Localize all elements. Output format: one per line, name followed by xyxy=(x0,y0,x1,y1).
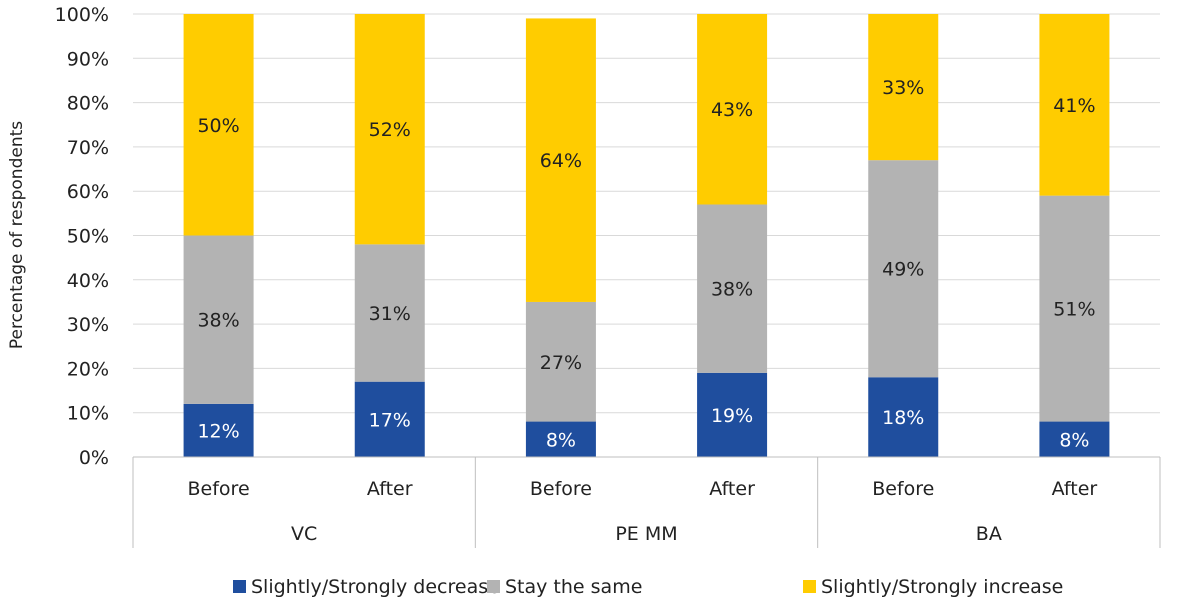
x-group-label: PE MM xyxy=(615,523,677,545)
data-label: 33% xyxy=(882,77,924,99)
bar-segment xyxy=(354,381,425,457)
bar-segment xyxy=(354,14,425,245)
y-tick-label: 50% xyxy=(67,226,109,248)
x-axis: Before After VC Before After PE MM Before After… xyxy=(132,456,1161,548)
data-label: 19% xyxy=(711,405,753,427)
data-label: 41% xyxy=(1053,95,1095,117)
y-tick-label: 0% xyxy=(79,447,109,469)
x-category-label: After xyxy=(367,478,413,500)
data-label: 50% xyxy=(197,115,239,137)
data-labels: 12% 38% 50% 17% 31% 52% 8% 27% 64% 19% 38% 43% 18% 49… xyxy=(197,77,1095,451)
y-tick-label: 30% xyxy=(67,314,109,336)
y-tick-label: 10% xyxy=(67,403,109,425)
y-axis-title: Percentage of respondents xyxy=(7,121,27,349)
bar-segment xyxy=(183,235,254,404)
bar-segment xyxy=(525,301,596,422)
bar-segment xyxy=(183,14,254,236)
x-group-label: VC xyxy=(291,523,317,545)
x-group-label: BA xyxy=(976,523,1002,545)
bar-segment xyxy=(354,244,425,382)
y-tick-label: 60% xyxy=(67,181,109,203)
data-label: 38% xyxy=(711,279,753,301)
bar-segment xyxy=(1039,195,1110,422)
legend-swatch xyxy=(487,580,500,593)
x-category-label: After xyxy=(1052,478,1098,500)
legend-label: Slightly/Strongly increase xyxy=(821,576,1063,598)
bars xyxy=(183,14,1110,457)
legend-swatch xyxy=(233,580,246,593)
y-tick-label: 80% xyxy=(67,93,109,115)
x-category-label: Before xyxy=(530,478,592,500)
bar-segment xyxy=(868,14,939,161)
bar-segment xyxy=(697,204,768,373)
data-label: 43% xyxy=(711,99,753,121)
bar-segment xyxy=(1039,421,1110,457)
data-label: 8% xyxy=(546,429,576,451)
legend-label: Stay the same xyxy=(505,576,642,598)
data-label: 8% xyxy=(1059,429,1089,451)
bar-segment xyxy=(868,377,939,457)
y-tick-label: 90% xyxy=(67,48,109,70)
bar-segment xyxy=(697,14,768,205)
bar-segment xyxy=(525,421,596,457)
x-category-label: Before xyxy=(188,478,250,500)
data-label: 18% xyxy=(882,407,924,429)
data-label: 64% xyxy=(540,150,582,172)
data-label: 27% xyxy=(540,352,582,374)
y-tick-label: 40% xyxy=(67,270,109,292)
data-label: 51% xyxy=(1053,299,1095,321)
data-label: 49% xyxy=(882,259,924,281)
legend: Slightly/Strongly decrease Stay the same S… xyxy=(233,576,1063,598)
x-category-label: Before xyxy=(872,478,934,500)
data-label: 17% xyxy=(369,409,411,431)
y-tick-label: 20% xyxy=(67,358,109,380)
gridlines xyxy=(133,13,1160,458)
bar-segment xyxy=(1039,14,1110,196)
bar-segment xyxy=(183,403,254,457)
y-tick-labels: 0% 10% 20% 30% 40% 50% 60% 70% 80% 90% 100% xyxy=(55,4,109,469)
data-label: 12% xyxy=(197,420,239,442)
bar-segment xyxy=(697,372,768,457)
y-tick-label: 70% xyxy=(67,137,109,159)
legend-label: Slightly/Strongly decrease xyxy=(251,576,500,598)
legend-swatch xyxy=(803,580,816,593)
bar-segment xyxy=(525,18,596,302)
x-category-label: After xyxy=(709,478,755,500)
data-label: 38% xyxy=(197,310,239,332)
y-tick-label: 100% xyxy=(55,4,109,26)
data-label: 31% xyxy=(369,303,411,325)
data-label: 52% xyxy=(369,119,411,141)
bar-segment xyxy=(868,160,939,378)
